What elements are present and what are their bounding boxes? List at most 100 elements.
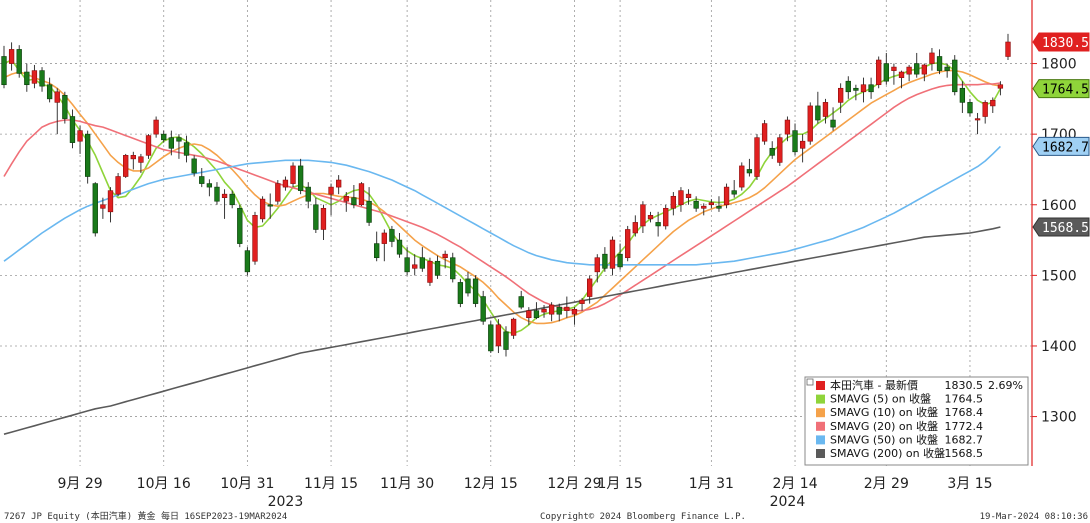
- legend-series-value: 1764.5: [945, 393, 984, 406]
- legend-swatch: [816, 421, 825, 431]
- candle-down: [465, 278, 471, 294]
- x-tick-label: 9月 29: [57, 476, 102, 492]
- candle-up: [982, 102, 988, 117]
- candle-down: [1, 56, 7, 86]
- candle-down: [244, 250, 251, 273]
- candle-up: [130, 155, 136, 160]
- candle-down: [389, 229, 395, 242]
- candle-up: [221, 193, 228, 198]
- legend-box: [804, 376, 1029, 466]
- candle-up: [678, 190, 684, 206]
- last-value-label: 1764.5: [1042, 83, 1089, 98]
- candle-down: [503, 331, 509, 350]
- candle-down: [952, 59, 958, 93]
- candle-down: [533, 310, 540, 319]
- candle-down: [404, 257, 410, 273]
- legend-series-value: 1682.7: [945, 433, 984, 446]
- candle-down: [944, 66, 950, 71]
- candle-up: [77, 130, 83, 142]
- candle-up: [807, 105, 813, 142]
- legend-series-name: SMAVG (5) on 收盤: [830, 392, 931, 406]
- legend-swatch: [816, 449, 825, 458]
- candle-up: [906, 66, 912, 75]
- x-tick-label: 1月 15: [598, 476, 643, 492]
- x-tick-label: 3月 15: [947, 476, 992, 492]
- candle-up: [723, 186, 730, 206]
- legend-swatch: [816, 381, 825, 390]
- last-value-label: 1830.5: [1042, 36, 1089, 51]
- candle-up: [153, 119, 159, 135]
- candle-down: [191, 158, 197, 174]
- last-value-tag: [1032, 32, 1090, 52]
- legend-series-value: 1768.4: [945, 406, 984, 419]
- candle-up: [442, 253, 448, 259]
- candle-down: [556, 306, 562, 315]
- candle-up: [31, 70, 38, 84]
- candle-up: [632, 222, 638, 234]
- last-value-tag: [1032, 217, 1090, 237]
- candle-up: [640, 204, 646, 227]
- candle-up: [290, 165, 296, 184]
- candle-down: [183, 142, 190, 156]
- candle-down: [168, 137, 174, 149]
- candle-up: [571, 308, 578, 315]
- candle-down: [792, 130, 798, 153]
- candle-down: [39, 70, 45, 87]
- y-tick-label: 1500: [1041, 268, 1077, 284]
- candle-down: [366, 200, 372, 223]
- candle-down: [69, 116, 76, 143]
- legend-series-change: 2.69%: [988, 379, 1023, 392]
- candle-down: [731, 190, 737, 195]
- candle-up: [647, 215, 654, 220]
- candle-down: [419, 257, 425, 269]
- last-value-tags: 1830.5 1764.5 1682.7 1568.5: [1032, 32, 1090, 237]
- candle-down: [815, 105, 821, 121]
- candle-down: [176, 137, 182, 142]
- candle-down: [450, 257, 456, 280]
- candle-down: [351, 197, 357, 206]
- candle-up: [8, 49, 15, 64]
- candle-up: [1005, 41, 1011, 57]
- candle-down: [914, 63, 920, 75]
- sma-line: [3, 59, 1002, 335]
- candle-down: [396, 239, 403, 255]
- candle-down: [602, 253, 608, 269]
- candle-up: [997, 84, 1004, 89]
- candle-up: [579, 299, 585, 304]
- candle-up: [138, 156, 144, 163]
- candle-down: [693, 200, 699, 209]
- candle-up: [685, 193, 692, 198]
- y-tick-label: 1400: [1041, 339, 1077, 355]
- last-value-label: 1682.7: [1042, 140, 1089, 155]
- sma-line: [3, 226, 1001, 435]
- candle-down: [62, 95, 68, 119]
- candle-up: [358, 183, 365, 206]
- legend-swatch: [816, 394, 825, 404]
- candle-up: [784, 119, 791, 135]
- y-tick-label: 1800: [1041, 57, 1077, 73]
- candle-up: [107, 190, 114, 213]
- candle-up: [145, 135, 152, 156]
- last-value-tag: [1032, 136, 1090, 156]
- candle-down: [716, 205, 722, 209]
- candle-up: [594, 257, 600, 273]
- candle-down: [457, 282, 464, 304]
- candle-down: [769, 147, 775, 156]
- x-tick-label: 12月 29: [547, 476, 601, 492]
- footer-copyright: Copyright© 2024 Bloomberg Finance L.P.: [540, 512, 746, 522]
- candle-up: [974, 118, 981, 121]
- candle-down: [313, 204, 319, 230]
- candle-up: [754, 137, 760, 177]
- candle-up: [328, 186, 334, 195]
- candle-down: [199, 176, 205, 184]
- candle-up: [526, 310, 532, 319]
- x-tick-label: 11月 30: [380, 476, 434, 492]
- legend-series-name: SMAVG (200) on 收盤: [830, 446, 945, 460]
- candle-up: [860, 84, 867, 93]
- last-value-label: 1568.5: [1042, 221, 1089, 236]
- last-value-tag: [1032, 79, 1090, 99]
- candle-down: [936, 56, 943, 71]
- x-tick-label: 10月 31: [220, 476, 274, 492]
